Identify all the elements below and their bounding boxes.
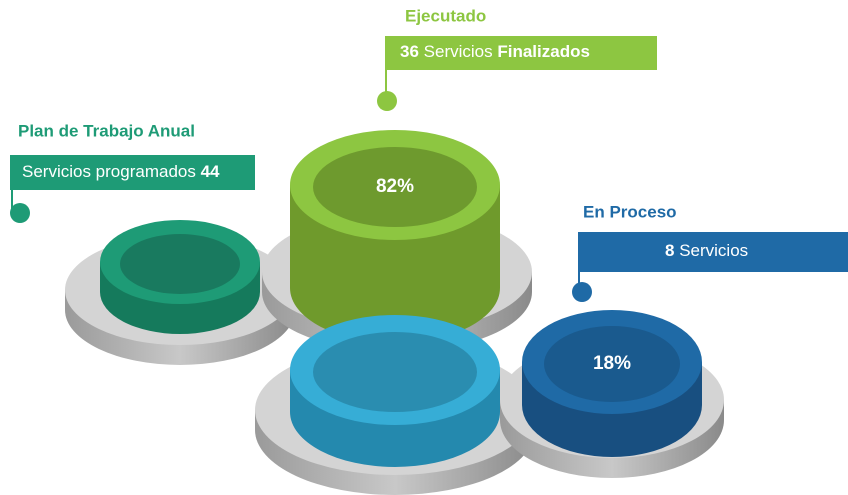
executed-percent: 82% [376, 176, 414, 197]
in-process-count: 8 [665, 241, 674, 260]
in-process-text: Servicios [679, 241, 748, 260]
executed-label: 36 Servicios Finalizados [400, 42, 590, 61]
dot [572, 282, 592, 302]
dot [377, 91, 397, 111]
executed-count: 36 [400, 42, 419, 61]
plan-label: Servicios programados 44 [22, 162, 220, 181]
dot [10, 203, 30, 223]
in-process-percent: 18% [593, 353, 631, 374]
cylinder-in-process [522, 310, 702, 457]
plan-title: Plan de Trabajo Anual [18, 121, 195, 140]
executed-title: Ejecutado [405, 6, 486, 25]
in-process-label: 8 Servicios [665, 241, 748, 260]
cylinder-center [290, 315, 500, 467]
executed-strong: Finalizados [497, 42, 590, 61]
plan-text: Servicios programados [22, 162, 196, 181]
cylinder-plan [100, 220, 260, 334]
executed-text: Servicios [424, 42, 493, 61]
infographic: Ejecutado 36 Servicios Finalizados Plan … [0, 0, 848, 495]
plan-count: 44 [201, 162, 220, 181]
in-process-title: En Proceso [583, 202, 677, 221]
cylinder-executed [290, 130, 500, 343]
